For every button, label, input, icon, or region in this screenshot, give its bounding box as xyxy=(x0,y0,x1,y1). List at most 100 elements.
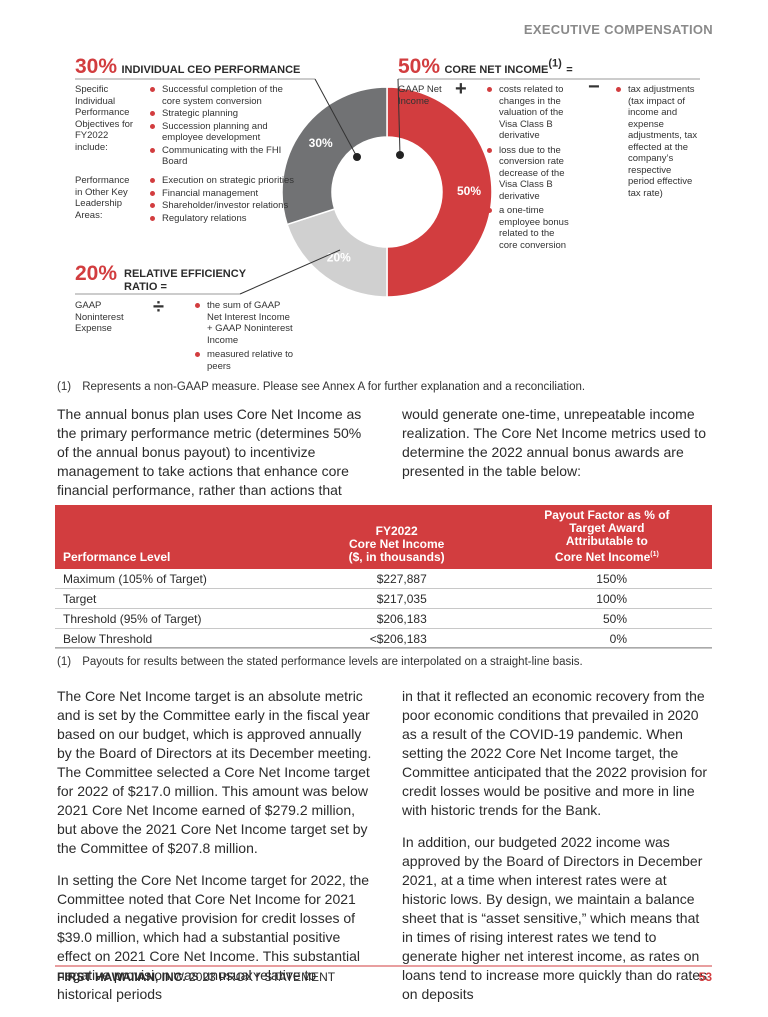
footnote-marker: (1) xyxy=(57,381,72,393)
bullet-item: Successful completion of the core system… xyxy=(150,84,300,107)
header-line: Attributable to xyxy=(565,534,648,548)
footnote-text: Payouts for results between the stated p… xyxy=(82,656,583,668)
donut-segment xyxy=(281,86,388,226)
bullet-item: Shareholder/investor relations xyxy=(150,200,310,212)
heading-title: INDIVIDUAL CEO PERFORMANCE xyxy=(121,64,301,76)
operator: − xyxy=(588,76,600,98)
callout-line xyxy=(397,78,401,156)
text-column: The Core Net Income target is an absolut… xyxy=(57,687,372,1017)
table-cell: 0% xyxy=(501,628,712,649)
paragraph: The Core Net Income target is an absolut… xyxy=(57,688,372,856)
table-cell: Target xyxy=(55,588,292,609)
table-cell: Below Threshold xyxy=(55,628,292,649)
bullet-list: costs related to changes in the valuatio… xyxy=(487,84,572,254)
paragraph: would generate one-time, unrepeatable in… xyxy=(402,406,706,479)
header-line: Core Net Income xyxy=(348,537,445,551)
heading-line: RATIO = xyxy=(124,281,167,293)
header-line: FY2022 xyxy=(375,524,418,538)
table-cell: 50% xyxy=(501,608,712,629)
bullet-list: the sum of GAAP Net Interest Income + GA… xyxy=(195,300,295,375)
callout-dot xyxy=(353,153,361,161)
table-cell: $206,183 xyxy=(291,608,502,629)
table-cell: $217,035 xyxy=(291,588,502,609)
bullet-item: the sum of GAAP Net Interest Income + GA… xyxy=(195,300,295,346)
callout-line xyxy=(314,78,358,158)
section-title: EXECUTIVE COMPENSATION xyxy=(523,22,713,37)
heading-note: (1) xyxy=(548,57,562,70)
bullet-item: a one-time employee bonus related to the… xyxy=(487,205,572,251)
bullet-item: loss due to the conversion rate decrease… xyxy=(487,145,572,203)
heading-title: RELATIVE EFFICIENCY RATIO = xyxy=(124,268,246,294)
header-line: Payout Factor as % of xyxy=(544,508,670,522)
heading: 50% CORE NET INCOME(1) = xyxy=(398,55,573,79)
segment-label: 20% xyxy=(327,251,351,265)
footnote: (1) Payouts for results between the stat… xyxy=(57,656,583,668)
table-cell: <$206,183 xyxy=(291,628,502,649)
table: Performance Level FY2022 Core Net Income ($… xyxy=(55,505,712,649)
footer-document: 2023 PROXY STATEMENT xyxy=(189,970,336,984)
footnote-marker: (1) xyxy=(57,656,72,668)
bullet-item: tax adjustments (tax impact of income an… xyxy=(616,84,698,199)
bullet-item: Strategic planning xyxy=(150,108,300,120)
text-column: in that it reflected an economic recover… xyxy=(402,687,712,1017)
callout-dot xyxy=(396,151,404,159)
page-number: 53 xyxy=(698,970,712,984)
header-line: Performance Level xyxy=(63,550,171,564)
footnote-text: Represents a non-GAAP measure. Please se… xyxy=(82,381,586,393)
bullet-item: Regulatory relations xyxy=(150,213,310,225)
heading-line: RELATIVE EFFICIENCY xyxy=(124,268,247,280)
table-row: Threshold (95% of Target) $206,183 50% xyxy=(55,608,712,629)
bullet-item: Communicating with the FHI Board xyxy=(150,145,300,168)
donut-chart: 50% 20% 30% xyxy=(281,86,493,298)
table-cell: Threshold (95% of Target) xyxy=(55,608,292,629)
paragraph: In setting the Core Net Income target fo… xyxy=(57,872,370,1002)
footer: FIRST HAWAIIAN, INC. 2023 PROXY STATEMEN… xyxy=(57,970,335,984)
bullet-item: Succession planning and employee develop… xyxy=(150,121,300,144)
table-header-cell: Performance Level xyxy=(55,505,292,569)
table-cell: 150% xyxy=(501,569,712,589)
heading-percent: 50% xyxy=(398,55,441,78)
table-row: Target $217,035 100% xyxy=(55,588,712,609)
bullet-list: Execution on strategic priorities Financi… xyxy=(150,175,310,225)
operator: ÷ xyxy=(153,296,164,318)
heading: 30% INDIVIDUAL CEO PERFORMANCE xyxy=(75,55,300,79)
segment-label: 50% xyxy=(457,184,481,198)
heading-title: CORE NET INCOME xyxy=(444,64,549,76)
formula-base: GAAP Net Income xyxy=(398,84,442,107)
header-line: ($, in thousands) xyxy=(348,550,445,564)
table-cell: 100% xyxy=(501,588,712,609)
group-label: Performance in Other Key Leadership Area… xyxy=(75,175,130,221)
group-label: Specific Individual Performance Objectiv… xyxy=(75,84,134,153)
table-header-cell: FY2022 Core Net Income ($, in thousands) xyxy=(291,505,502,569)
heading: 20% xyxy=(75,262,117,286)
bullet-item: Execution on strategic priorities xyxy=(150,175,310,187)
segment-label: 30% xyxy=(309,136,333,150)
table-row: Maximum (105% of Target) $227,887 150% xyxy=(55,569,712,589)
callout-line xyxy=(239,249,341,295)
heading-percent: 30% xyxy=(75,55,118,78)
table-header-row: Performance Level FY2022 Core Net Income ($… xyxy=(55,505,712,569)
header-line: Target Award xyxy=(569,521,645,535)
heading-equals: = xyxy=(566,64,573,76)
table-cell: Maximum (105% of Target) xyxy=(55,569,292,589)
bullet-item: Financial management xyxy=(150,188,310,200)
bullet-item: measured relative to peers xyxy=(195,349,295,372)
header-note: (1) xyxy=(650,551,659,558)
bullet-list: tax adjustments (tax impact of income an… xyxy=(616,84,698,202)
footnote: (1) Represents a non-GAAP measure. Pleas… xyxy=(57,381,585,393)
paragraph: In addition, our budgeted 2022 income wa… xyxy=(402,834,708,1002)
header-line: Core Net Income(1) xyxy=(554,550,659,564)
heading-percent: 20% xyxy=(75,262,118,285)
paragraph: in that it reflected an economic recover… xyxy=(402,688,708,818)
bullet-item: costs related to changes in the valuatio… xyxy=(487,84,572,142)
formula-base: GAAP Noninterest Expense xyxy=(75,300,124,334)
table-header-cell: Payout Factor as % of Target Award Attribu… xyxy=(501,505,712,569)
operator: + xyxy=(455,78,467,100)
bullet-list: Successful completion of the core system… xyxy=(150,84,300,169)
donut-segment xyxy=(386,86,493,298)
table-cell: $227,887 xyxy=(291,569,502,589)
paragraph: The annual bonus plan uses Core Net Inco… xyxy=(57,406,362,498)
footer-company: FIRST HAWAIIAN, INC. xyxy=(57,970,186,984)
